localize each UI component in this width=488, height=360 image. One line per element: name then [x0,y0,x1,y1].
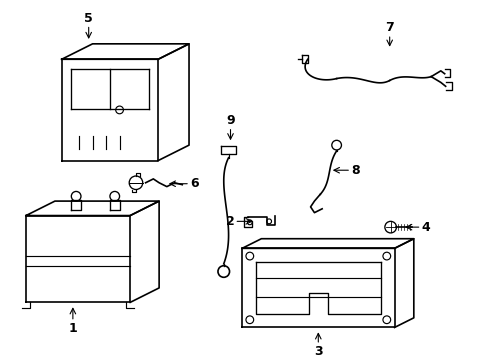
Text: 7: 7 [385,21,393,34]
Text: 2: 2 [225,215,234,228]
Text: 6: 6 [190,177,198,190]
Text: 3: 3 [313,345,322,358]
Text: 4: 4 [421,221,429,234]
Text: 8: 8 [350,164,359,177]
Text: 5: 5 [84,12,93,24]
Text: 1: 1 [68,322,77,335]
Text: 9: 9 [226,114,234,127]
